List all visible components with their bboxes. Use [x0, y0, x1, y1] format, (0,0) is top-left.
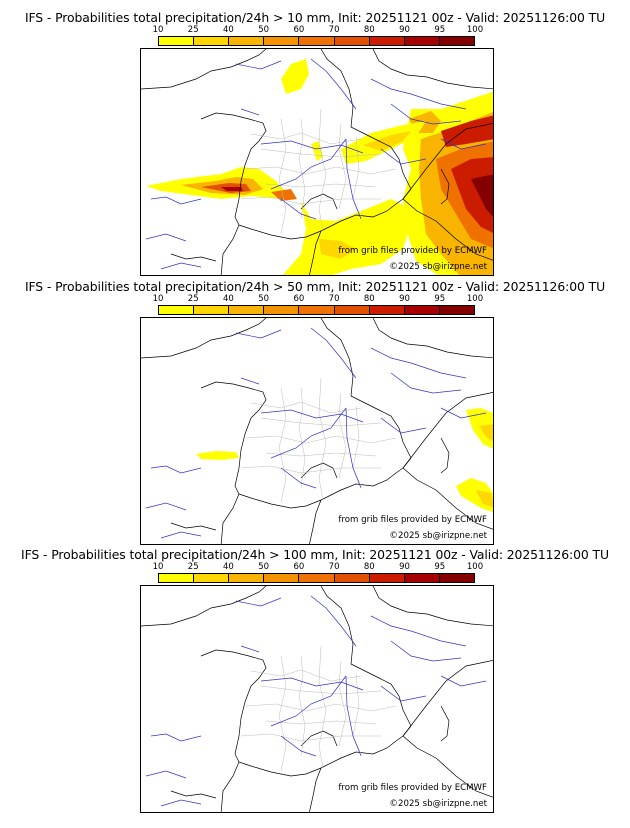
colorbar-tick: 95	[434, 294, 446, 304]
map-canvas	[141, 586, 493, 812]
colorbar-tick: 90	[399, 562, 410, 572]
precipitation-field	[196, 408, 493, 513]
colorbar-cell	[159, 574, 195, 582]
colorbar-tick: 90	[399, 294, 410, 304]
colorbar-cell	[369, 306, 405, 314]
colorbar-cell	[404, 574, 440, 582]
colorbar-tick: 95	[434, 25, 446, 35]
colorbar-cell	[334, 37, 370, 45]
colorbar-tick: 10	[152, 294, 164, 304]
credit-copyright: ©2025 sb@irizpne.net	[389, 262, 487, 272]
colorbar-cell	[194, 37, 230, 45]
colorbar-cell	[229, 306, 265, 314]
panel-50mm: IFS - Probabilities total precipitation/…	[0, 279, 630, 547]
colorbar-tick: 40	[223, 25, 234, 35]
colorbar-cell	[369, 37, 405, 45]
colorbar-tick: 100	[466, 562, 484, 572]
colorbar-cell	[194, 574, 230, 582]
colorbar-cell	[159, 306, 195, 314]
colorbar-ticks: 10 25 40 50 60 70 80 90 95 100	[153, 294, 484, 305]
panel-title: IFS - Probabilities total precipitation/…	[21, 547, 609, 562]
colorbar-tick: 10	[152, 562, 164, 572]
colorbar-tick: 40	[223, 294, 234, 304]
colorbar-cell	[299, 574, 335, 582]
map: from grib files provided by ECMWF ©2025 …	[140, 585, 494, 813]
colorbar-cell	[439, 574, 474, 582]
colorbar-cell	[404, 306, 440, 314]
colorbar-tick: 25	[187, 25, 199, 35]
map: from grib files provided by ECMWF ©2025 …	[140, 317, 494, 545]
colorbar-cell	[229, 574, 265, 582]
colorbar-tick: 60	[293, 25, 305, 35]
colorbar-tick: 70	[328, 25, 340, 35]
colorbar-tick: 60	[293, 294, 305, 304]
credit-copyright: ©2025 sb@irizpne.net	[389, 799, 487, 809]
colorbar-tick: 40	[223, 562, 234, 572]
colorbar-cell	[264, 306, 300, 314]
colorbar-tick: 80	[363, 562, 375, 572]
colorbar-cell	[369, 574, 405, 582]
colorbar-tick: 100	[466, 25, 484, 35]
panel-title: IFS - Probabilities total precipitation/…	[24, 279, 606, 294]
colorbar-tick: 50	[258, 25, 270, 35]
colorbar-cell	[159, 37, 195, 45]
colorbar	[158, 305, 475, 315]
colorbar-ticks: 10 25 40 50 60 70 80 90 95 100	[153, 25, 484, 36]
panel-100mm: IFS - Probabilities total precipitation/…	[0, 547, 630, 815]
precipitation-field	[146, 59, 493, 275]
colorbar-cell	[194, 306, 230, 314]
credit-copyright: ©2025 sb@irizpne.net	[389, 531, 487, 541]
colorbar-cell	[264, 37, 300, 45]
colorbar	[158, 36, 475, 46]
colorbar-cell	[439, 306, 474, 314]
colorbar-cell	[229, 37, 265, 45]
map-canvas	[141, 318, 493, 544]
colorbar-cell	[299, 306, 335, 314]
colorbar-tick: 25	[187, 562, 199, 572]
colorbar-tick: 50	[258, 562, 270, 572]
colorbar-tick: 10	[152, 25, 164, 35]
colorbar-tick: 70	[328, 294, 340, 304]
credit-source: from grib files provided by ECMWF	[338, 783, 487, 793]
colorbar-tick: 70	[328, 562, 340, 572]
credit-source: from grib files provided by ECMWF	[338, 515, 487, 525]
credit-source: from grib files provided by ECMWF	[338, 246, 487, 256]
colorbar-cell	[334, 574, 370, 582]
panel-10mm: IFS - Probabilities total precipitation/…	[0, 10, 630, 278]
colorbar-ticks: 10 25 40 50 60 70 80 90 95 100	[153, 562, 484, 573]
colorbar-tick: 90	[399, 25, 410, 35]
basemap	[141, 318, 493, 544]
colorbar-tick: 50	[258, 294, 270, 304]
colorbar-tick: 80	[363, 25, 375, 35]
basemap	[141, 586, 493, 812]
panel-title: IFS - Probabilities total precipitation/…	[24, 10, 606, 25]
colorbar	[158, 573, 475, 583]
colorbar-tick: 60	[293, 562, 305, 572]
colorbar-cell	[404, 37, 440, 45]
colorbar-cell	[439, 37, 474, 45]
colorbar-tick: 100	[466, 294, 484, 304]
colorbar-tick: 80	[363, 294, 375, 304]
colorbar-cell	[264, 574, 300, 582]
colorbar-cell	[334, 306, 370, 314]
colorbar-tick: 95	[434, 562, 446, 572]
map-canvas	[141, 49, 493, 275]
colorbar-cell	[299, 37, 335, 45]
colorbar-tick: 25	[187, 294, 199, 304]
map: from grib files provided by ECMWF ©2025 …	[140, 48, 494, 276]
